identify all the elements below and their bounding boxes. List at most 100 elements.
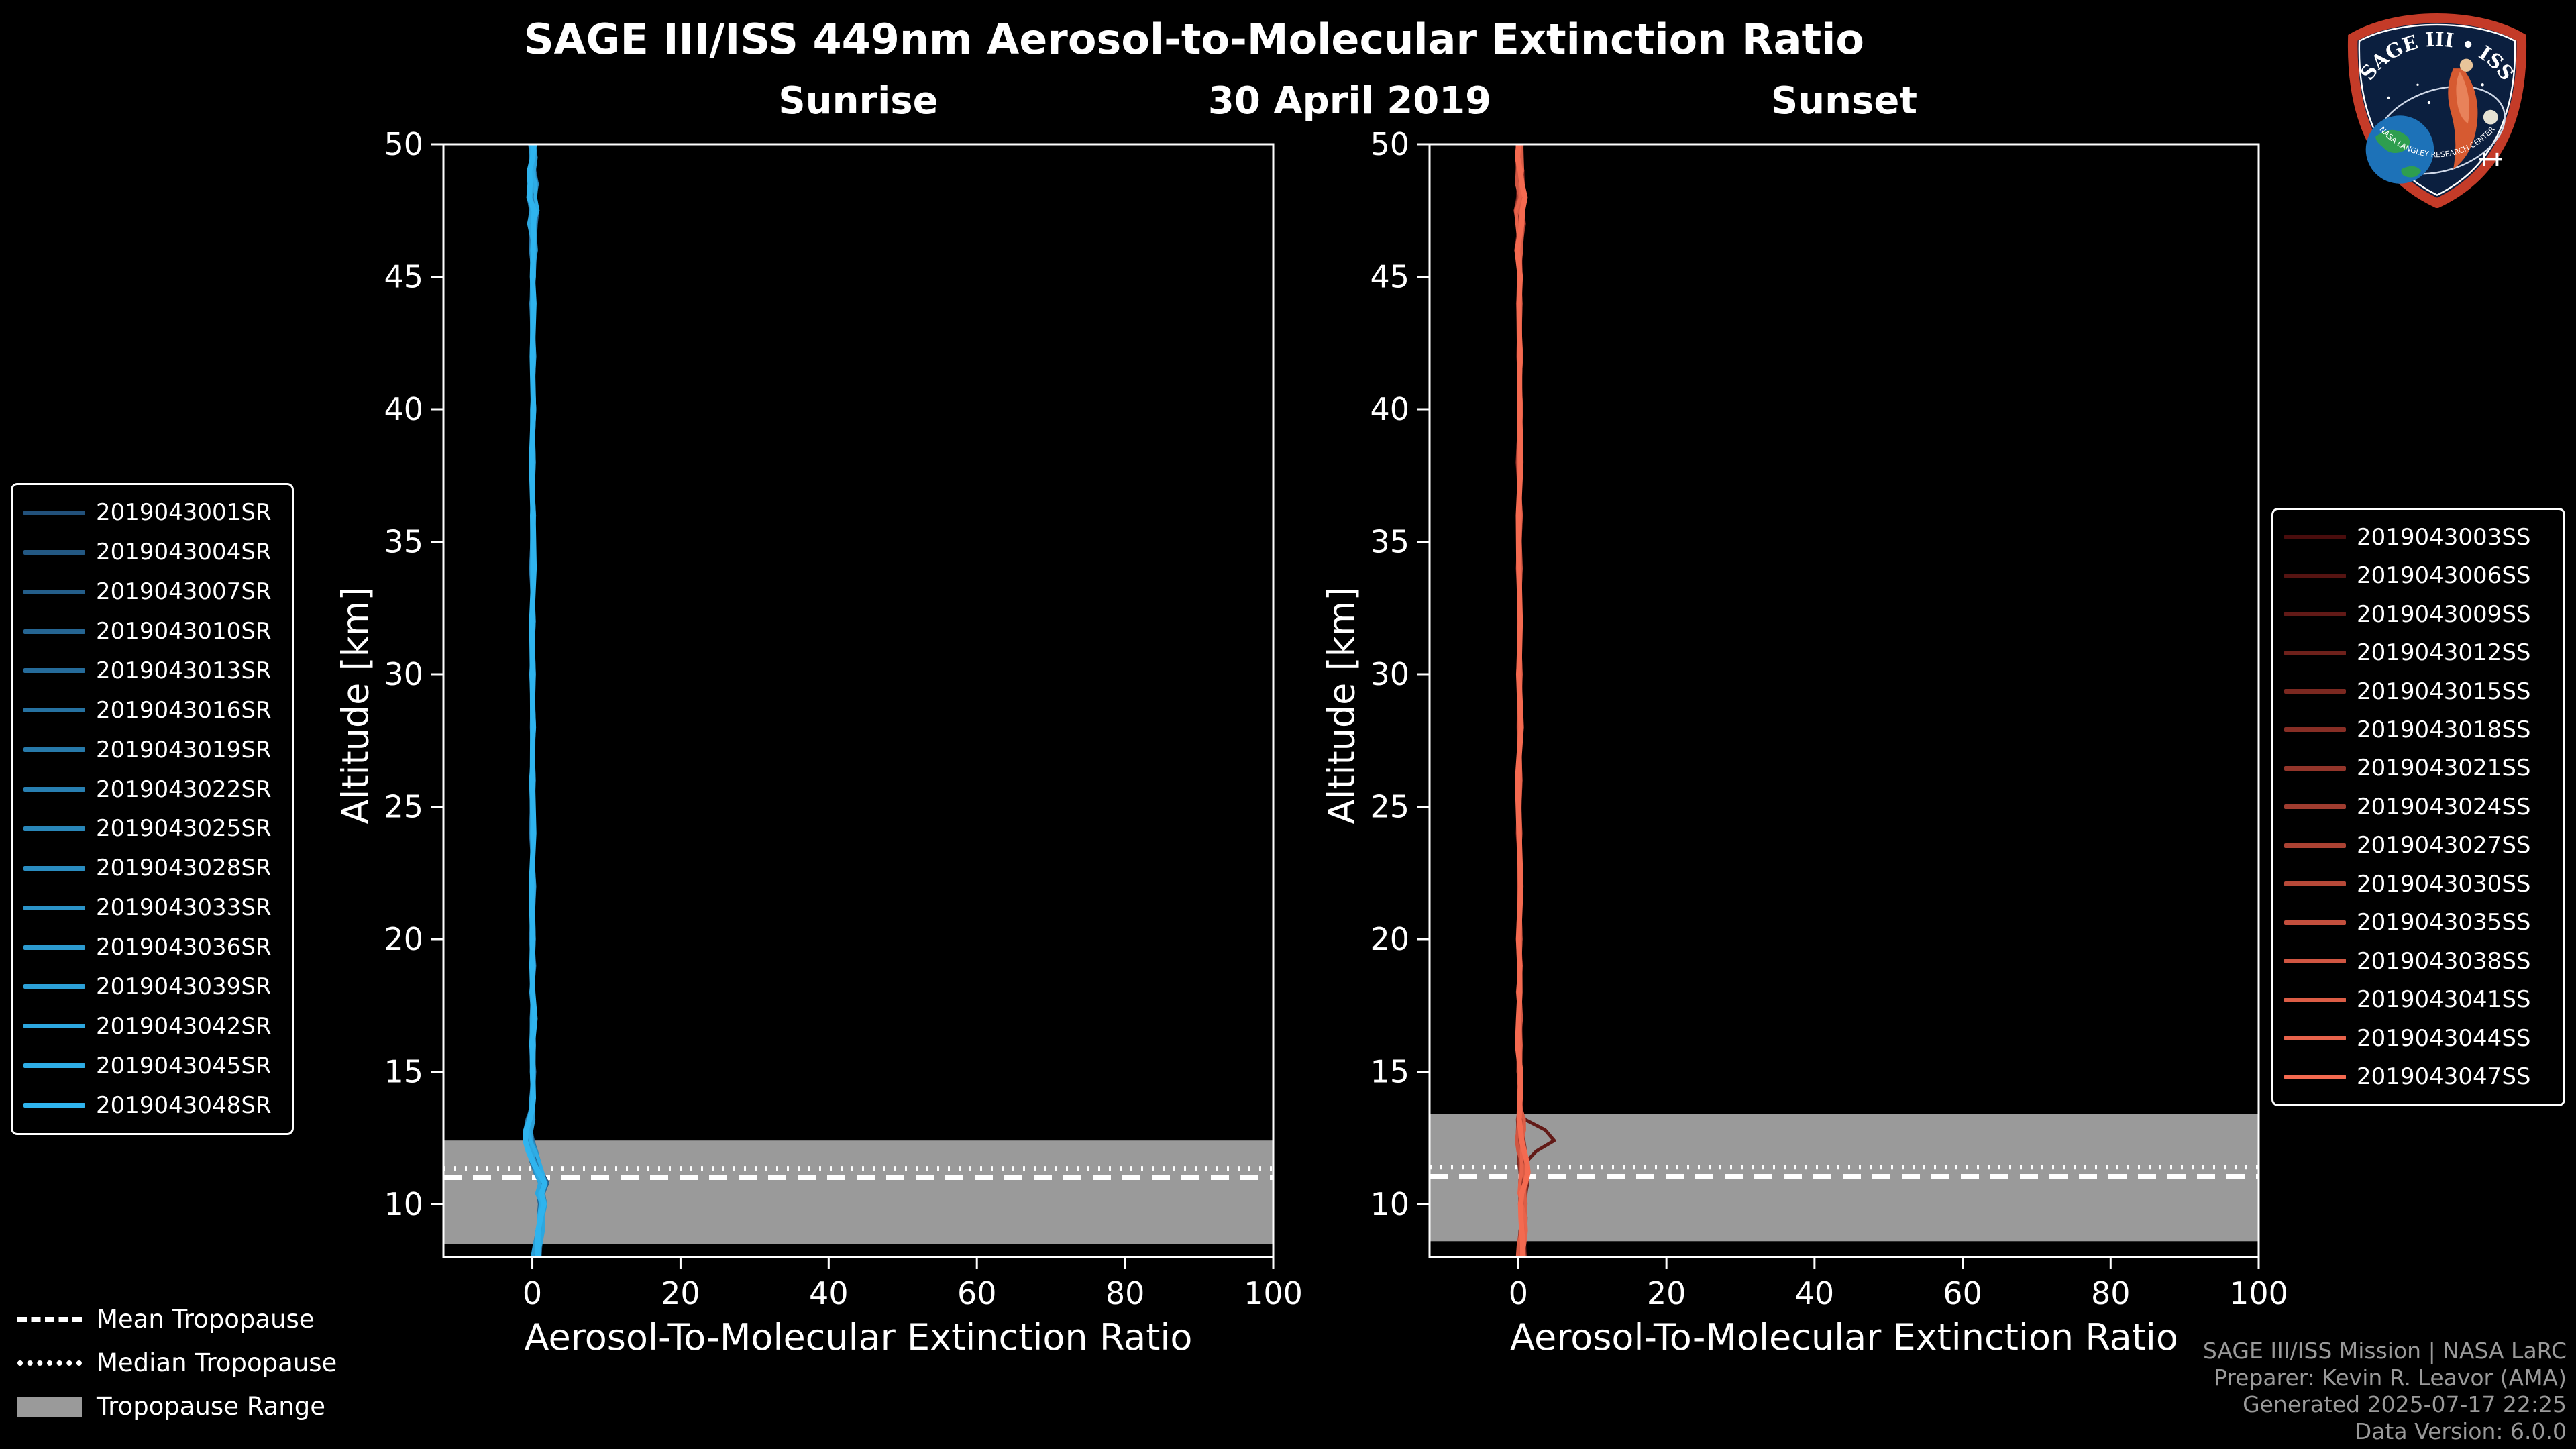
series-line-2019043048SR [523,144,548,1257]
legend-swatch [2284,612,2346,617]
sunrise-x-axis-label: Aerosol-To-Molecular Extinction Ratio [524,1316,1193,1358]
legend-item: 2019043013SR [23,657,281,684]
legend-swatch [2284,920,2346,925]
legend-label: 2019043007SR [96,578,272,606]
legend-label: 2019043018SS [2357,716,2531,743]
legend-swatch [2284,881,2346,887]
legend-item: 2019043038SS [2284,948,2553,975]
sunset-x-axis-label: Aerosol-To-Molecular Extinction Ratio [1510,1316,2178,1358]
legend-item: 2019043033SR [23,894,281,921]
sunrise-plot: 10 15 20 25 30 35 40 45 50 0 20 40 60 80 100 [384,126,1302,1311]
legend-swatch [23,787,85,792]
y-tick-label: 30 [384,656,423,692]
legend-label: 2019043033SR [96,894,272,922]
sunrise-panel-title: Sunrise [778,79,938,123]
legend-swatch [2284,650,2346,655]
legend-swatch [23,945,85,950]
legend-swatch [23,747,85,753]
date-title: 30 April 2019 [1208,79,1492,123]
legend-item: 2019043006SS [2284,562,2553,589]
legend-item: 2019043036SR [23,934,281,961]
x-tick-label: 40 [1795,1275,1835,1311]
legend-label: 2019043025SR [96,815,272,843]
legend-item: 2019043039SR [23,973,281,1000]
x-tick-label: 100 [2229,1275,2288,1311]
legend-label: 2019043013SR [96,657,272,684]
legend-label: 2019043045SR [96,1052,272,1079]
legend-swatch [23,1024,85,1029]
plot-frame [442,143,1275,1258]
y-tick-label: 15 [1370,1054,1409,1090]
legend-label: 2019043012SS [2357,639,2531,667]
y-tick-label: 20 [1370,921,1409,957]
legend-item: 2019043003SS [2284,524,2553,551]
tropopause-range-sample [17,1396,82,1417]
legend-label: 2019043048SR [96,1091,272,1119]
legend-label: 2019043039SR [96,973,272,1000]
legend-item: 2019043028SR [23,855,281,881]
legend-swatch [2284,535,2346,540]
footer-mission: SAGE III/ISS Mission | NASA LaRC [2202,1338,2567,1364]
legend-label: 2019043006SS [2357,562,2531,590]
legend-swatch [2284,727,2346,733]
legend-label: 2019043027SS [2357,832,2531,859]
x-tick-label: 60 [1943,1275,1982,1311]
y-tick-label: 15 [384,1054,423,1090]
legend-label: 2019043009SS [2357,600,2531,628]
y-tick-label: 35 [384,524,423,560]
legend-label: 2019043035SS [2357,909,2531,936]
footer-credits: SAGE III/ISS Mission | NASA LaRC Prepare… [2203,1338,2567,1445]
y-tick-label: 45 [1370,259,1409,295]
legend-item: 2019043022SR [23,776,281,803]
y-tick-label: 25 [1370,789,1409,825]
tropopause-range-label: Tropopause Range [97,1392,326,1421]
legend-label: 2019043022SR [96,775,272,803]
legend-item: 2019043025SR [23,815,281,842]
y-tick-label: 50 [384,126,423,162]
legend-label: 2019043015SS [2357,678,2531,705]
sunset-plot: 10 15 20 25 30 35 40 45 50 0 20 40 60 80 100 [1370,126,2288,1311]
legend-label: 2019043028SR [96,855,272,882]
sunset-legend: 2019043003SS 2019043006SS 2019043009SS 2019… [2271,508,2565,1106]
legend-item: 2019043001SR [23,499,281,526]
x-tick-label: 40 [809,1275,849,1311]
tropopause-range-band [443,1140,1273,1244]
legend-swatch [23,865,85,871]
legend-item: 2019043007SR [23,578,281,605]
legend-item: 2019043045SR [23,1053,281,1079]
legend-label: 2019043001SR [96,499,272,527]
legend-swatch [23,510,85,515]
median-tropopause-legend-item: Median Tropopause [17,1348,337,1377]
legend-swatch [2284,1074,2346,1079]
y-tick-label: 35 [1370,524,1409,560]
y-tick-label: 30 [1370,656,1409,692]
mean-tropopause-label: Mean Tropopause [97,1305,315,1334]
legend-swatch [23,1063,85,1069]
legend-label: 2019043047SS [2357,1063,2531,1091]
legend-label: 2019043041SS [2357,986,2531,1014]
legend-label: 2019043036SR [96,934,272,961]
legend-swatch [2284,765,2346,771]
y-tick-label: 40 [1370,391,1409,427]
median-tropopause-label: Median Tropopause [97,1348,337,1377]
y-tick-label: 45 [384,259,423,295]
plot-frame [1428,143,2260,1258]
legend-item: 2019043030SS [2284,871,2553,898]
x-tick-label: 0 [1509,1275,1528,1311]
median-tropopause-line-sample [17,1360,82,1366]
legend-swatch [23,629,85,634]
legend-swatch [23,1103,85,1108]
legend-label: 2019043042SR [96,1012,272,1040]
legend-label: 2019043010SR [96,618,272,645]
legend-item: 2019043018SS [2284,716,2553,743]
logo-moon [2483,109,2498,125]
legend-swatch [23,589,85,594]
legend-item: 2019043021SS [2284,755,2553,782]
series-line-2019043047SS [1514,144,1531,1257]
x-tick-label: 80 [2091,1275,2131,1311]
legend-swatch [23,668,85,674]
legend-swatch [2284,959,2346,964]
legend-swatch [2284,689,2346,694]
x-tick-label: 20 [661,1275,700,1311]
legend-swatch [2284,573,2346,578]
